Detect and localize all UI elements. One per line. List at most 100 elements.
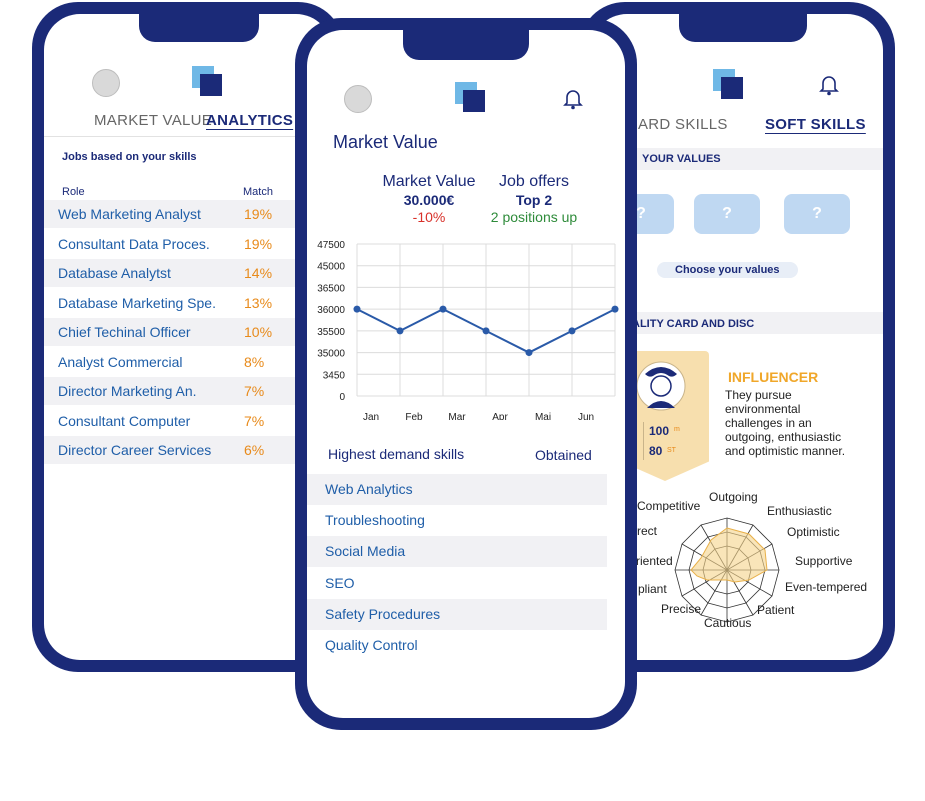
job-role[interactable]: Director Marketing An. [58, 383, 197, 399]
radar-label: rect [637, 524, 658, 538]
section-title: Jobs based on your skills [62, 151, 197, 163]
tab-hard-skills[interactable]: ARD SKILLS [638, 116, 728, 133]
table-row[interactable]: Chief Techinal Officer 10% [44, 318, 332, 346]
card-divider [643, 422, 644, 460]
table-row[interactable]: Director Career Services 6% [44, 436, 332, 464]
description-line: and optimistic manner. [725, 444, 846, 458]
radar-label: Even-tempered [785, 580, 868, 594]
skill-row[interactable]: Social Media [307, 536, 607, 568]
value-box-2[interactable]: ? [694, 194, 760, 234]
col-role-header: Role [62, 186, 85, 198]
right-phone-screen: ARD SKILLS SOFT SKILLS YOUR VALUES ? ? ?… [591, 14, 883, 660]
table-row[interactable]: Database Marketing Spe. 13% [44, 289, 332, 317]
avatar[interactable] [92, 69, 120, 97]
y-tick-label: 35000 [317, 349, 345, 360]
job-offers-label: Job offers [499, 173, 569, 190]
y-tick-label: 3450 [323, 370, 346, 381]
card-section-band [591, 312, 883, 334]
table-row[interactable]: Web Marketing Analyst 19% [44, 200, 332, 228]
tab-market-value[interactable]: MARKET VALUE [94, 112, 213, 129]
job-match: 7% [244, 412, 265, 429]
skill-name: Quality Control [325, 637, 418, 653]
data-point [439, 305, 447, 313]
skill-name: Safety Procedures [325, 605, 441, 622]
table-row[interactable]: Consultant Computer 7% [44, 407, 332, 435]
job-match: 7% [244, 383, 265, 399]
job-match: 19% [244, 206, 273, 222]
y-tick-label: 45000 [317, 262, 345, 273]
skill-row[interactable]: Troubleshooting [307, 505, 607, 536]
skill-row[interactable]: SEO [307, 568, 607, 599]
radar-label: Supportive [795, 554, 853, 568]
radar-label: Optimistic [787, 525, 840, 539]
radar-label: Cautious [704, 616, 752, 630]
disc-radar-chart [674, 517, 780, 623]
data-point [353, 305, 361, 313]
skill-row[interactable]: Quality Control [307, 630, 607, 661]
choose-values-button[interactable]: Choose your values [657, 262, 798, 278]
col-match-header: Match [243, 186, 273, 198]
obtained-header: Obtained [535, 447, 592, 463]
avatar[interactable] [344, 85, 372, 113]
x-tick-label: Apr [492, 412, 508, 420]
job-role[interactable]: Chief Techinal Officer [58, 324, 191, 340]
radar-label: Precise [661, 602, 702, 616]
radar-label: Competitive [637, 499, 701, 513]
table-row[interactable]: Director Marketing An. 7% [44, 377, 332, 405]
skill-name: Troubleshooting [325, 512, 425, 529]
your-values-band [591, 148, 883, 170]
job-role[interactable]: Analyst Commercial [58, 353, 183, 370]
y-tick-label: 0 [339, 392, 345, 403]
job-match: 6% [244, 442, 265, 458]
x-tick-label: Jun [578, 412, 594, 420]
app-logo-icon [713, 69, 743, 99]
radar-label: Outgoing [709, 490, 758, 504]
table-row[interactable]: Analyst Commercial 8% [44, 348, 332, 376]
center-phone-screen: Market Value Market Value 30.000€ -10% J… [307, 30, 625, 718]
market-value-label: Market Value [382, 173, 476, 190]
skill-row[interactable]: Safety Procedures [307, 598, 607, 630]
job-role[interactable]: Consultant Computer [58, 412, 191, 429]
bell-icon[interactable] [563, 88, 583, 110]
job-match: 19% [244, 235, 273, 252]
person-avatar-icon [636, 361, 686, 411]
y-tick-label: 36000 [317, 305, 345, 316]
job-role[interactable]: Consultant Data Proces. [58, 235, 210, 252]
table-row[interactable]: Database Analytst 14% [44, 259, 332, 287]
page-title: Market Value [333, 132, 438, 152]
job-match: 13% [244, 294, 273, 311]
radar-label: Patient [757, 603, 795, 617]
description-line: outgoing, enthusiastic [725, 430, 842, 444]
tab-soft-skills[interactable]: SOFT SKILLS [765, 116, 866, 133]
notch [139, 14, 259, 42]
tab-analytics[interactable]: ANALYTICS [206, 112, 294, 129]
description-line: challenges in an [725, 416, 812, 430]
divider [44, 136, 332, 137]
app-logo-icon [455, 82, 485, 112]
job-role[interactable]: Director Career Services [58, 442, 212, 458]
table-row[interactable]: Consultant Data Proces. 19% [44, 230, 332, 258]
job-match: 14% [244, 265, 273, 281]
x-tick-label: Mai [535, 412, 551, 420]
y-tick-label: 36500 [317, 283, 345, 294]
stat-value: 100 [649, 424, 670, 438]
left-phone: MARKET VALUE ANALYTICS Jobs based on you… [32, 2, 344, 672]
data-point [396, 327, 404, 335]
stat-suffix: m [674, 426, 680, 433]
your-values-title: YOUR VALUES [642, 153, 721, 165]
notch [679, 14, 807, 42]
value-box-3[interactable]: ? [784, 194, 850, 234]
job-role[interactable]: Web Marketing Analyst [58, 206, 201, 222]
skill-name: Web Analytics [325, 481, 413, 497]
job-role[interactable]: Database Analytst [58, 265, 171, 281]
skill-name: SEO [325, 574, 355, 591]
bell-icon[interactable] [819, 74, 839, 96]
card-section-title: ALITY CARD AND DISC [632, 318, 755, 330]
job-role[interactable]: Database Marketing Spe. [58, 294, 216, 311]
x-tick-label: Mar [448, 412, 466, 420]
skill-row[interactable]: Web Analytics [307, 474, 607, 505]
description-line: environmental [725, 402, 801, 416]
radar-label: riented [636, 554, 673, 568]
skills-header: Highest demand skills [328, 446, 465, 462]
